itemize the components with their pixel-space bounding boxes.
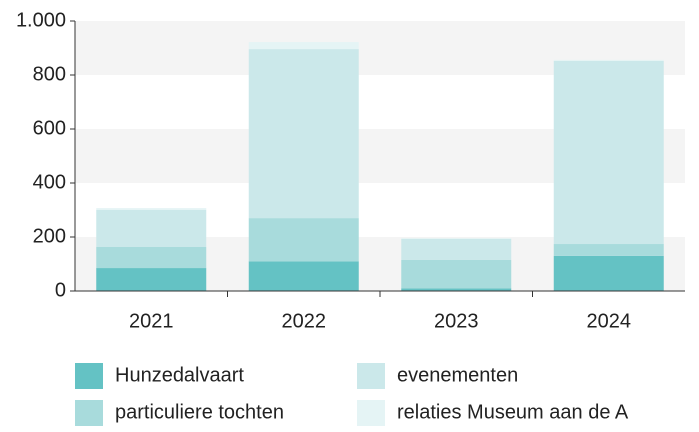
- x-tick-label: 2022: [282, 310, 327, 332]
- bar-segment: [96, 246, 207, 269]
- bar-segment: [553, 244, 664, 256]
- bar-segment: [553, 255, 664, 291]
- y-tick-label: 600: [33, 117, 66, 139]
- legend-swatch: [357, 363, 385, 389]
- bar-segment: [401, 238, 512, 239]
- x-tick-label: 2024: [587, 310, 632, 332]
- bar-segment: [96, 268, 207, 291]
- y-tick-label: 1.000: [16, 9, 66, 31]
- bar-segment: [401, 238, 512, 260]
- bar-segment: [96, 210, 207, 247]
- bar-segment: [248, 261, 359, 291]
- y-tick-label: 400: [33, 171, 66, 193]
- x-tick-label: 2023: [434, 310, 479, 332]
- bar-segment: [96, 208, 207, 210]
- legend-swatch: [75, 363, 103, 389]
- y-tick-label: 800: [33, 63, 66, 85]
- x-tick-label: 2021: [129, 310, 174, 332]
- bar-segment: [401, 259, 512, 289]
- legend-swatch: [75, 400, 103, 426]
- legend-label: evenementen: [397, 364, 518, 386]
- y-tick-label: 200: [33, 225, 66, 247]
- legend-label: Hunzedalvaart: [115, 364, 244, 386]
- legend-swatch: [357, 400, 385, 426]
- legend-label: relaties Museum aan de A: [397, 401, 629, 423]
- legend-label: particuliere tochten: [115, 401, 284, 423]
- bar-segment: [553, 59, 664, 61]
- bar-segment: [248, 49, 359, 219]
- bar-segment: [553, 60, 664, 245]
- bar-segment: [401, 288, 512, 291]
- bar-segment: [248, 42, 359, 50]
- bar-segment: [248, 218, 359, 262]
- y-tick-label: 0: [55, 279, 66, 301]
